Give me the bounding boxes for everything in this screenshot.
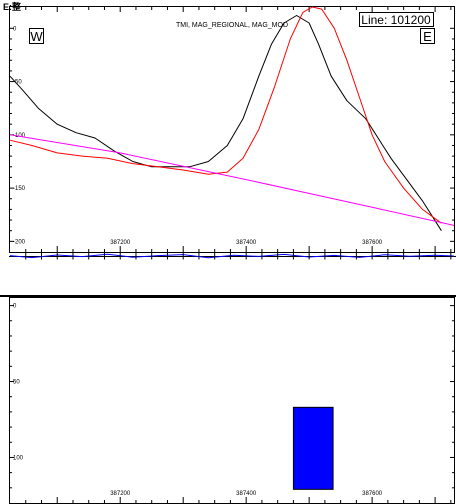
west-marker: W — [30, 29, 43, 44]
line-label: Line: 101200 — [361, 13, 431, 27]
profile-title: TMI, MAG_REGIONAL, MAG_MOD — [176, 22, 288, 29]
depth-panel: 0 50 100 387200 387400 387600 — [0, 295, 456, 504]
residual-lines — [9, 252, 455, 260]
profile-x-tick-label: 387200 — [110, 240, 131, 246]
profile-lines — [9, 6, 455, 231]
profile-y-tick-label: -200 — [13, 239, 26, 245]
depth-y-tick-label: 100 — [13, 455, 24, 461]
residual-series-line — [9, 253, 455, 259]
depth-x-tick-label: 387600 — [362, 491, 383, 497]
profile-series-line — [9, 15, 442, 231]
profile-y-tick-label: -100 — [13, 133, 26, 139]
profile-y-tick-label: -150 — [13, 186, 26, 192]
depth-bars — [292, 406, 334, 490]
profile-x-tick-label: 387600 — [362, 240, 383, 246]
line-label-box — [359, 12, 434, 27]
depth-bar — [292, 406, 334, 490]
depth-x-tick-label: 387400 — [236, 491, 257, 497]
west-marker-box — [29, 28, 44, 44]
profile-x-tick-label: 387400 — [236, 240, 257, 246]
depth-y-tick-label: 0 — [13, 304, 17, 310]
profile-y-tick-label: -50 — [13, 80, 22, 86]
profile-series-line — [9, 6, 442, 224]
east-marker: E — [423, 29, 432, 44]
depth-panel-frame — [9, 297, 455, 504]
east-marker-box — [420, 28, 435, 44]
profile-y-tick-label: 0 — [13, 26, 17, 32]
profile-ticks: 0 -50 -100 -150 -200 387200 387400 387600 — [9, 7, 455, 252]
depth-y-tick-label: 50 — [13, 380, 20, 386]
depth-ticks: 0 50 100 387200 387400 387600 — [9, 304, 455, 503]
residual-panel — [9, 252, 456, 260]
profile-panel: TMI, MAG_REGIONAL, MAG_MOD Line: 101200 … — [9, 6, 455, 253]
profile-series-line — [9, 134, 455, 226]
profile-title-underline — [9, 6, 455, 7]
depth-x-tick-label: 387200 — [110, 491, 131, 497]
profile-panel-frame — [9, 6, 455, 253]
